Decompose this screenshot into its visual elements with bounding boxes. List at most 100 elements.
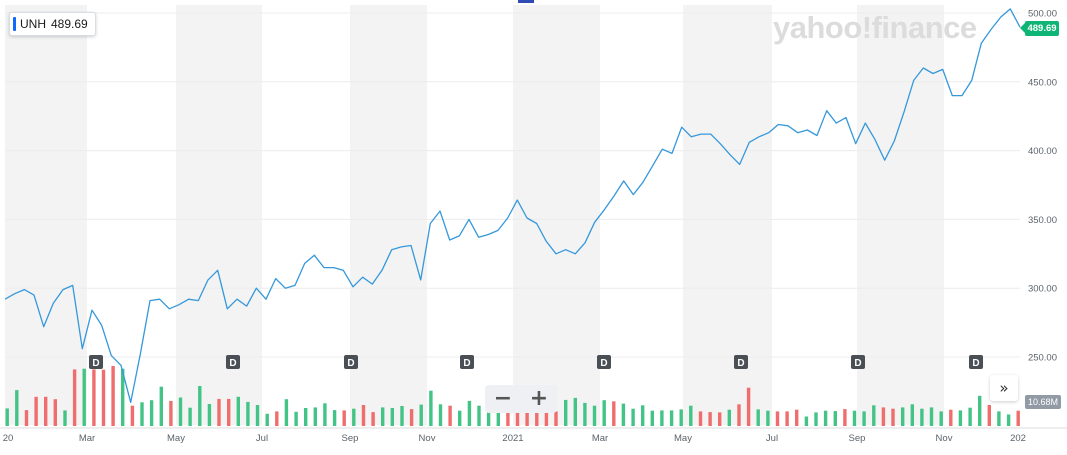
volume-bar xyxy=(486,408,491,426)
x-tick-label: Nov xyxy=(419,433,436,444)
dividend-marker-label: D xyxy=(92,358,99,369)
volume-bar xyxy=(1016,410,1020,426)
volume-bar xyxy=(332,410,337,426)
volume-bar xyxy=(689,405,693,426)
volume-bar xyxy=(207,404,212,426)
volume-bar xyxy=(718,412,722,426)
x-tick-label: Jul xyxy=(256,433,268,444)
volume-bar xyxy=(727,409,731,426)
volume-badge: 10.68M xyxy=(1025,395,1061,409)
volume-bar xyxy=(169,400,173,426)
y-axis-labels: 500.00 450.00 400.00 350.00 300.00 250.00 xyxy=(1028,9,1057,364)
volume-bar xyxy=(342,410,346,426)
volume-bar xyxy=(602,400,606,426)
dividend-marker[interactable]: D xyxy=(969,355,983,369)
x-tick-label: May xyxy=(167,433,185,444)
zoom-out-button[interactable]: − xyxy=(485,385,521,413)
volume-bar xyxy=(852,410,857,426)
volume-bar xyxy=(82,368,86,426)
dividend-marker[interactable]: D xyxy=(226,355,240,369)
yahoo-finance-logo: yahoo!finance xyxy=(773,10,977,45)
dividend-marker[interactable]: D xyxy=(89,355,103,369)
volume-bar xyxy=(535,410,539,426)
volume-bar xyxy=(400,406,404,426)
dividend-marker[interactable]: D xyxy=(460,355,474,369)
volume-bar xyxy=(968,407,972,426)
volume-bar xyxy=(987,405,991,426)
x-tick-label: Sep xyxy=(342,433,359,444)
volume-bar xyxy=(44,396,48,426)
x-axis-labels: 20 Mar May Jul Sep Nov 2021 Mar May Jul Sep Nov 202 xyxy=(3,433,1026,444)
y-tick-label: 450.00 xyxy=(1028,77,1057,88)
volume-bars xyxy=(5,366,1020,426)
volume-bar xyxy=(756,409,760,426)
volume-bar xyxy=(872,405,876,426)
volume-bar xyxy=(795,409,799,426)
volume-bar xyxy=(92,369,96,426)
volume-bar xyxy=(304,408,308,426)
scroll-right-button[interactable]: » xyxy=(990,375,1018,401)
period-bands xyxy=(5,5,944,425)
dividend-marker-box xyxy=(851,355,865,369)
dividend-marker[interactable]: D xyxy=(344,355,358,369)
volume-bar xyxy=(785,411,789,426)
price-line xyxy=(4,8,1021,404)
x-tick-label: 20 xyxy=(3,433,14,444)
volume-bar xyxy=(371,412,375,426)
volume-bar xyxy=(255,405,260,426)
volume-bar xyxy=(958,410,963,426)
volume-bar xyxy=(823,410,828,426)
volume-bar xyxy=(275,411,279,426)
volume-bar xyxy=(881,407,886,426)
dividend-marker-label: D xyxy=(229,358,236,369)
volume-bar xyxy=(448,405,452,426)
y-tick-label: 350.00 xyxy=(1028,215,1057,226)
volume-bar xyxy=(140,402,144,426)
volume-bar xyxy=(294,411,298,426)
grid-lines xyxy=(0,12,1067,429)
volume-bar xyxy=(929,407,934,426)
ticker-label[interactable]: UNH 489.69 xyxy=(9,12,96,36)
volume-bar xyxy=(313,407,317,426)
volume-bar xyxy=(149,400,154,426)
dividend-marker[interactable]: D xyxy=(851,355,865,369)
zoom-in-button[interactable]: + xyxy=(521,385,557,413)
x-tick-label: Mar xyxy=(592,433,608,444)
zoom-controls: − + xyxy=(485,385,557,413)
volume-bar xyxy=(111,366,115,426)
volume-bar xyxy=(63,410,67,426)
volume-bar xyxy=(544,408,549,426)
dividend-marker-box xyxy=(597,355,611,369)
volume-bar xyxy=(130,405,135,426)
volume-bar xyxy=(669,410,674,426)
dividend-marker[interactable]: D xyxy=(734,355,748,369)
volume-bar xyxy=(178,397,183,426)
volume-bar xyxy=(650,410,654,426)
x-tick-label: Mar xyxy=(79,433,95,444)
volume-bar xyxy=(641,405,645,426)
volume-bar xyxy=(159,386,163,426)
volume-bar xyxy=(429,390,433,426)
y-tick-label: 500.00 xyxy=(1028,9,1057,20)
volume-bar xyxy=(188,407,192,426)
period-band xyxy=(350,5,427,425)
volume-bar xyxy=(284,399,289,426)
x-tick-label: Jul xyxy=(766,433,778,444)
dividend-marker-label: D xyxy=(972,358,979,369)
volume-bar xyxy=(631,408,635,426)
dividend-marker[interactable]: D xyxy=(597,355,611,369)
volume-bar xyxy=(814,412,818,426)
volume-bar xyxy=(583,402,587,426)
volume-bar xyxy=(775,411,780,426)
volume-bar xyxy=(1006,414,1011,426)
volume-bar xyxy=(352,408,356,426)
volume-bar xyxy=(978,395,982,426)
volume-bar xyxy=(891,408,895,426)
x-tick-label: Sep xyxy=(849,433,866,444)
volume-bar xyxy=(910,404,914,426)
volume-bar xyxy=(265,413,269,426)
period-band xyxy=(857,5,944,425)
volume-bar xyxy=(438,404,443,426)
